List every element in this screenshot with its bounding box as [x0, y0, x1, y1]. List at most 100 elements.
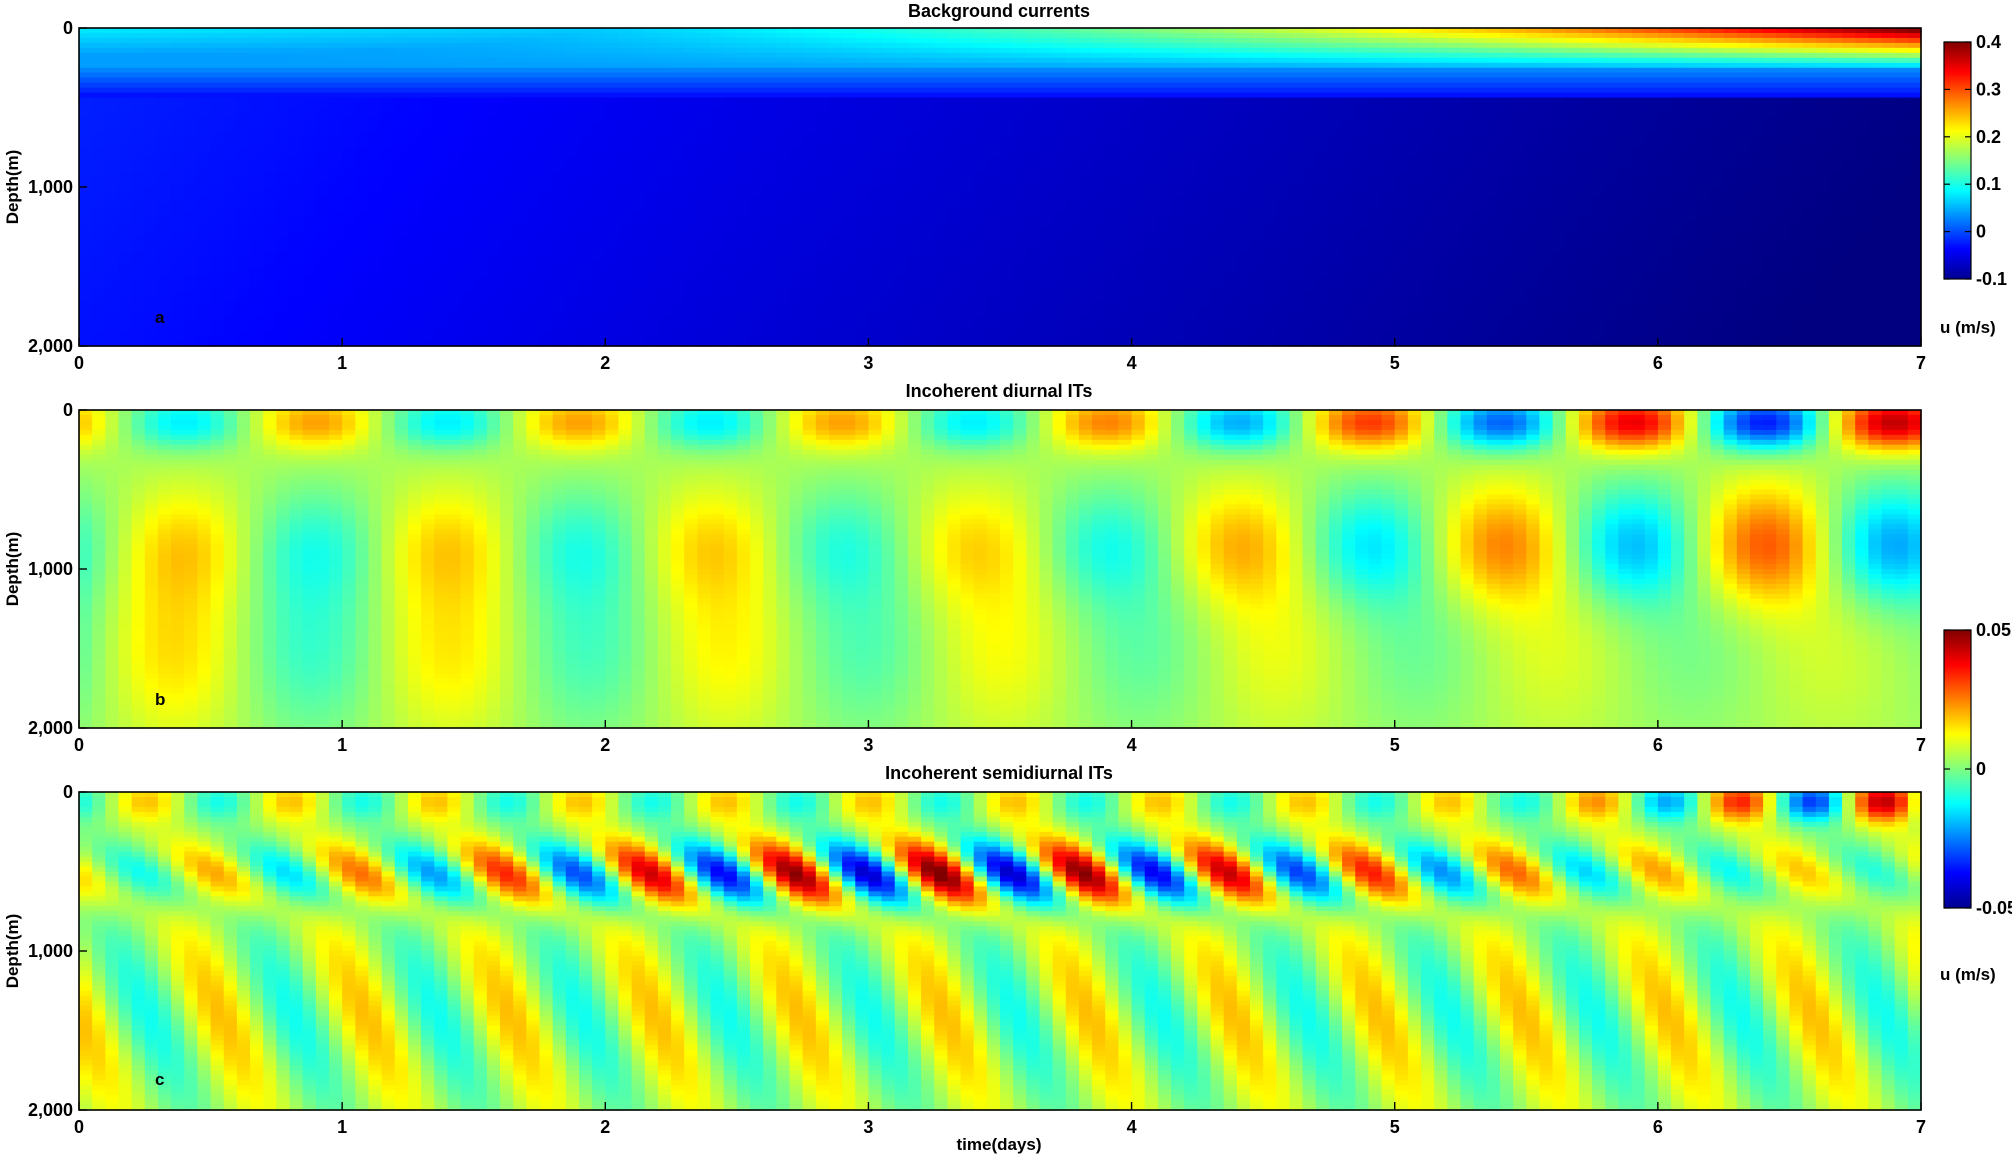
- heatmap-cell: [1053, 53, 1067, 59]
- heatmap-cell: [592, 38, 606, 44]
- heatmap-cell: [487, 48, 501, 54]
- heatmap-cell: [1487, 53, 1501, 59]
- heatmap-cell: [1026, 63, 1040, 69]
- heatmap-cell: [1895, 48, 1909, 54]
- heatmap-cell: [1434, 38, 1448, 44]
- heatmap-cell: [1605, 63, 1619, 69]
- heatmap-cell: [618, 58, 632, 64]
- heatmap-cell: [184, 58, 198, 64]
- heatmap-cell: [211, 48, 225, 54]
- heatmap-cell: [105, 33, 119, 39]
- heatmap-cell: [1316, 48, 1330, 54]
- heatmap-cell: [816, 28, 830, 34]
- heatmap-cell: [1684, 38, 1698, 44]
- heatmap-cell: [118, 38, 132, 44]
- heatmap-cell: [1855, 43, 1869, 49]
- heatmap-cell: [526, 33, 540, 39]
- heatmap-cell: [1724, 48, 1738, 54]
- heatmap-cell: [1868, 48, 1882, 54]
- heatmap-cell: [632, 33, 646, 39]
- heatmap-cell: [513, 68, 527, 74]
- heatmap-cell: [421, 33, 435, 39]
- heatmap-cell: [1882, 38, 1896, 44]
- heatmap-cell: [434, 28, 448, 34]
- heatmap-cell: [1276, 43, 1290, 49]
- heatmap-cell: [1776, 63, 1790, 69]
- heatmap-cell: [500, 53, 514, 59]
- heatmap-cell: [868, 63, 882, 69]
- heatmap-cell: [290, 33, 304, 39]
- heatmap-cell: [79, 48, 93, 54]
- heatmap-cell: [1882, 33, 1896, 39]
- heatmap-cell: [1197, 63, 1211, 69]
- heatmap-cell: [724, 38, 738, 44]
- heatmap-cell: [500, 48, 514, 54]
- heatmap-cell: [1684, 28, 1698, 34]
- heatmap-cell: [1474, 48, 1488, 54]
- heatmap-cell: [1605, 58, 1619, 64]
- heatmap-cell: [1132, 28, 1146, 34]
- heatmap-cell: [1092, 33, 1106, 39]
- heatmap-cell: [1395, 38, 1409, 44]
- heatmap-cell: [1237, 53, 1251, 59]
- heatmap-cell: [579, 43, 593, 49]
- heatmap-cell: [1474, 28, 1488, 34]
- heatmap-cell: [461, 33, 475, 39]
- heatmap-cell: [1395, 43, 1409, 49]
- heatmap-cell: [1539, 43, 1553, 49]
- heatmap-cell: [737, 28, 751, 34]
- heatmap-cell: [1868, 53, 1882, 59]
- heatmap-cell: [1342, 43, 1356, 49]
- heatmap-cell: [1408, 38, 1422, 44]
- heatmap-cell: [1355, 53, 1369, 59]
- heatmap-cell: [1566, 33, 1580, 39]
- heatmap-cell: [1803, 63, 1817, 69]
- heatmap-cell: [842, 38, 856, 44]
- heatmap-cell: [882, 53, 896, 59]
- heatmap-cell: [921, 28, 935, 34]
- heatmap-cell: [408, 33, 422, 39]
- heatmap-cell: [947, 38, 961, 44]
- heatmap-cell: [1342, 58, 1356, 64]
- heatmap-cell: [1145, 63, 1159, 69]
- heatmap-cell: [684, 28, 698, 34]
- heatmap-cell: [553, 58, 567, 64]
- heatmap-cell: [1724, 43, 1738, 49]
- heatmap-cell: [1303, 33, 1317, 39]
- heatmap-cell: [500, 63, 514, 69]
- heatmap-cell: [947, 33, 961, 39]
- heatmap-cell: [355, 53, 369, 59]
- heatmap-cell: [316, 53, 330, 59]
- heatmap-cell: [1684, 43, 1698, 49]
- heatmap-cell: [1316, 58, 1330, 64]
- heatmap-cell: [1329, 63, 1343, 69]
- heatmap-cell: [921, 33, 935, 39]
- heatmap-cell: [1132, 38, 1146, 44]
- heatmap-cell: [553, 43, 567, 49]
- heatmap-cell: [1908, 63, 1922, 69]
- heatmap-cell: [1789, 33, 1803, 39]
- heatmap-cell: [1592, 28, 1606, 34]
- heatmap-cell: [447, 28, 461, 34]
- heatmap-cell: [1132, 53, 1146, 59]
- heatmap-cell: [1618, 53, 1632, 59]
- heatmap-cell: [1289, 48, 1303, 54]
- heatmap-cell: [1303, 53, 1317, 59]
- heatmap-cell: [434, 63, 448, 69]
- heatmap-cell: [1276, 33, 1290, 39]
- heatmap-cell: [1737, 43, 1751, 49]
- heatmap-cell: [250, 38, 264, 44]
- heatmap-cell: [1368, 48, 1382, 54]
- heatmap-cell: [803, 28, 817, 34]
- heatmap-cell: [1197, 53, 1211, 59]
- heatmap-cell: [908, 43, 922, 49]
- heatmap-cell: [368, 58, 382, 64]
- heatmap-cell: [382, 28, 396, 34]
- heatmap-cell: [329, 68, 343, 74]
- heatmap-cell: [1224, 43, 1238, 49]
- heatmap-cell: [145, 48, 159, 54]
- heatmap-cell: [724, 68, 738, 74]
- heatmap-cell: [158, 43, 172, 49]
- heatmap-cell: [1618, 33, 1632, 39]
- heatmap-cell: [263, 33, 277, 39]
